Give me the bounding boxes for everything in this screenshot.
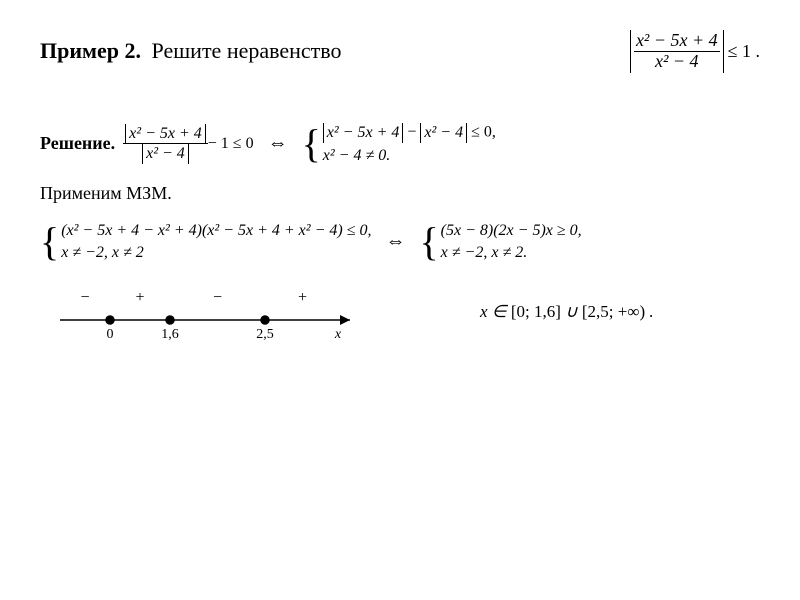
answer-int1: [0; 1,6]: [511, 302, 561, 321]
number-line: − 0 +1,6 − 2,5 + x: [40, 282, 360, 342]
s2-lhs-system: { (x² − 5x + 4 − x² + 4)(x² − 5x + 4 + x…: [40, 222, 371, 262]
s2-lhs2: x ≠ −2, x ≠ 2: [61, 244, 371, 262]
title-row: Пример 2. Решите неравенство x² − 5x + 4…: [40, 30, 760, 73]
svg-text:1,6: 1,6: [161, 327, 179, 342]
svg-text:x: x: [334, 327, 342, 342]
s2-rhs-system: { (5x − 8)(2x − 5)x ≥ 0, x ≠ −2, x ≠ 2.: [419, 222, 581, 262]
mzm-label: Применим МЗМ.: [40, 183, 760, 204]
problem-text: Решите неравенство: [152, 38, 342, 63]
example-label: Пример 2.: [40, 38, 141, 63]
s1-lhs-num: x² − 5x + 4: [125, 124, 206, 144]
s2-rhs2: x ≠ −2, x ≠ 2.: [441, 244, 582, 262]
s1-rhs1-a: x² − 5x + 4: [323, 123, 404, 143]
svg-text:2,5: 2,5: [256, 327, 274, 342]
solution-step2: { (x² − 5x + 4 − x² + 4)(x² − 5x + 4 + x…: [40, 222, 760, 262]
svg-text:−: −: [213, 289, 222, 306]
iff-icon: ⇔: [268, 132, 288, 155]
answer-prefix: x ∈: [480, 302, 511, 321]
s1-rhs1-tail: ≤ 0,: [471, 123, 496, 140]
s1-rhs-system: { x² − 5x + 4 − x² − 4 ≤ 0, x² − 4 ≠ 0.: [302, 123, 496, 165]
answer-tail: .: [649, 302, 653, 321]
s1-lhs-tail: − 1 ≤ 0: [208, 135, 254, 153]
s1-rhs1-b: x² − 4: [420, 123, 467, 143]
solution-step1: Решение. x² − 5x + 4 x² − 4 − 1 ≤ 0 ⇔ { …: [40, 123, 760, 165]
s1-rhs2: x² − 4 ≠ 0.: [323, 147, 496, 165]
iff-icon: ⇔: [385, 230, 405, 253]
numberline-row: − 0 +1,6 − 2,5 + x x ∈ [0; 1,6] ∪ [2,5; +∞) .: [40, 282, 760, 342]
main-ineq-den: x² − 4: [634, 52, 720, 72]
s2-rhs1: (5x − 8)(2x − 5)x ≥ 0,: [441, 222, 582, 240]
main-ineq-num: x² − 5x + 4: [634, 31, 720, 52]
answer-int2: [2,5; +∞): [582, 302, 645, 321]
answer: x ∈ [0; 1,6] ∪ [2,5; +∞) .: [480, 302, 654, 322]
s2-lhs1: (x² − 5x + 4 − x² + 4)(x² − 5x + 4 + x² …: [61, 222, 371, 240]
main-inequality: x² − 5x + 4 x² − 4 ≤ 1 .: [630, 30, 760, 73]
solution-label: Решение.: [40, 133, 115, 154]
svg-text:+: +: [298, 289, 307, 306]
svg-text:+: +: [135, 289, 144, 306]
answer-union: ∪: [565, 302, 582, 321]
svg-text:−: −: [80, 289, 89, 306]
svg-text:0: 0: [107, 327, 114, 342]
s1-lhs-den: x² − 4: [142, 144, 189, 164]
main-ineq-rel: ≤ 1 .: [728, 41, 760, 62]
